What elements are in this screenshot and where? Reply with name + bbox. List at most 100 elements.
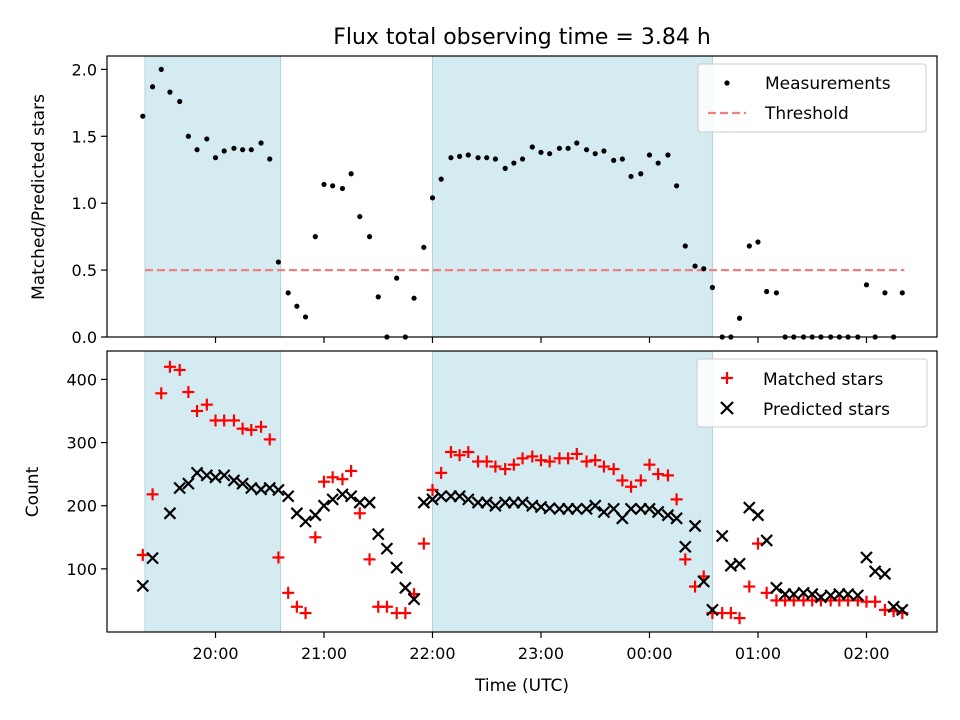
- measurement-point: [339, 185, 346, 192]
- measurement-point: [511, 160, 517, 166]
- predicted-star-point: [317, 499, 331, 512]
- top-legend: Measurements Threshold: [697, 63, 927, 133]
- predicted-star-point: [651, 505, 665, 519]
- measurement-point: [882, 290, 888, 296]
- measurement-point: [592, 151, 598, 157]
- predicted-star-point: [751, 508, 765, 522]
- measurement-point: [574, 140, 580, 146]
- measurement-point: [457, 153, 463, 159]
- matched-star-point: [336, 473, 349, 486]
- bottom-x-axis: 20:00 21:00 22:00 23:00 00:00 01:00 02:00: [192, 632, 890, 663]
- legend-predicted-marker: [720, 401, 734, 415]
- matched-star-point: [435, 466, 448, 479]
- x-tick-label: 23:00: [518, 644, 564, 663]
- predicted-star-point: [814, 590, 828, 604]
- predicted-star-point: [163, 507, 177, 520]
- legend-predicted-label: Predicted stars: [763, 400, 890, 420]
- measurement-point: [321, 181, 327, 188]
- measurement-point: [484, 155, 490, 161]
- measurement-point: [538, 149, 544, 155]
- x-tick-label: 20:00: [192, 644, 238, 663]
- predicted-star-point: [896, 603, 909, 617]
- predicted-star-point: [851, 589, 865, 602]
- predicted-star-point: [706, 603, 719, 617]
- predicted-star-point: [597, 505, 611, 519]
- measurement-point: [212, 155, 219, 161]
- measurement-point: [665, 152, 671, 158]
- predicted-star-point: [489, 499, 502, 512]
- predicted-star-point: [516, 496, 529, 509]
- matched-star-point: [146, 488, 159, 501]
- measurement-point: [764, 288, 770, 295]
- bottom-y-axis: 100 200 300 400: [66, 370, 107, 579]
- measurement-point: [158, 66, 164, 72]
- matched-star-point: [299, 607, 312, 620]
- bottom-legend-box: [696, 358, 928, 428]
- x-tick-label: 00:00: [626, 644, 672, 663]
- matched-star-point: [272, 551, 285, 564]
- matched-star-point: [155, 387, 168, 400]
- measurement-point: [204, 136, 210, 142]
- matched-star-point: [380, 600, 393, 613]
- predicted-star-point: [580, 502, 593, 516]
- matched-star-point: [499, 463, 512, 476]
- matched-star-point: [543, 455, 556, 468]
- matched-star-point: [489, 460, 502, 473]
- predicted-star-point: [245, 481, 258, 495]
- predicted-star-point: [697, 575, 711, 588]
- matched-star-point: [597, 460, 610, 473]
- predicted-star-point: [371, 527, 385, 541]
- predicted-star-point: [417, 496, 431, 509]
- predicted-star-point: [326, 493, 339, 506]
- predicted-star-point: [136, 579, 150, 593]
- count-points: [136, 360, 909, 625]
- predicted-star-point: [434, 489, 448, 503]
- matched-star-point: [255, 420, 268, 433]
- matched-star-point: [326, 471, 339, 484]
- measurement-point: [692, 263, 698, 269]
- matched-star-point: [570, 447, 583, 460]
- measurement-point: [601, 148, 607, 154]
- predicted-star-point: [182, 477, 195, 490]
- x-tick-label: 22:00: [409, 644, 455, 663]
- matched-star-point: [607, 463, 620, 476]
- predicted-star-point: [643, 502, 656, 516]
- predicted-star-point: [570, 502, 584, 516]
- matched-star-point: [733, 612, 746, 625]
- matched-star-point: [869, 595, 882, 608]
- x-tick-label: 21:00: [301, 644, 347, 663]
- measurement-point: [167, 89, 173, 95]
- measurement-point: [448, 155, 454, 161]
- measurement-point: [773, 290, 780, 296]
- bottom-plot-frame: [106, 350, 938, 633]
- matched-star-point: [317, 475, 330, 488]
- predicted-star-point: [353, 496, 367, 509]
- measurement-point: [149, 84, 156, 90]
- top-y-tick-label: 0.0: [72, 328, 97, 347]
- predicted-star-point: [281, 489, 295, 503]
- measurement-point: [231, 145, 237, 151]
- top-x-ticks: [214, 337, 868, 343]
- matched-star-point: [462, 446, 475, 459]
- predicted-star-point: [272, 483, 285, 497]
- measurement-point: [674, 183, 680, 189]
- measurement-point: [755, 239, 761, 245]
- measurement-point: [863, 282, 870, 288]
- measurement-point: [492, 156, 499, 162]
- measurement-point: [177, 98, 183, 105]
- predicted-star-point: [670, 512, 683, 525]
- predicted-star-point: [299, 515, 312, 528]
- measurement-point: [701, 266, 707, 272]
- matched-star-point: [661, 469, 674, 482]
- predicted-star-point: [380, 542, 394, 555]
- predicted-star-point: [860, 551, 873, 564]
- predicted-star-point: [688, 519, 702, 533]
- measurement-point: [638, 171, 644, 177]
- measurement-point: [547, 151, 553, 157]
- matched-star-point: [417, 537, 430, 550]
- predicted-star-point: [760, 534, 773, 547]
- matched-star-point: [200, 398, 213, 411]
- predicted-star-point: [363, 496, 376, 509]
- measurement-point: [194, 147, 200, 153]
